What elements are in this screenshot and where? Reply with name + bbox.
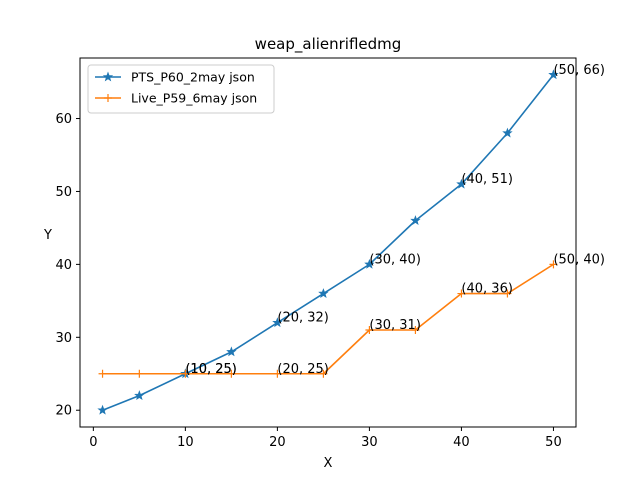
data-point xyxy=(502,127,513,138)
x-tick-label: 10 xyxy=(177,435,194,450)
x-axis-label: X xyxy=(324,456,333,471)
data-point xyxy=(226,346,237,357)
data-point xyxy=(456,178,467,189)
data-point xyxy=(503,289,512,298)
y-tick-label: 40 xyxy=(55,258,72,273)
data-point xyxy=(364,258,375,269)
data-point xyxy=(134,390,145,401)
series-2 xyxy=(98,260,558,378)
chart-title: weap_alienrifledmg xyxy=(255,35,402,54)
legend-label: PTS_P60_2may json xyxy=(131,70,255,85)
data-label: (50, 40) xyxy=(553,252,605,267)
data-point xyxy=(318,288,329,298)
data-point xyxy=(97,404,108,415)
data-label: (30, 40) xyxy=(369,252,421,267)
legend-marker xyxy=(102,71,114,82)
y-axis-label: Y xyxy=(43,228,52,243)
plot-area: 0 10 20 30 40 50 20 30 40 50 60 (10, 25) (20, 32) (30… xyxy=(55,57,605,450)
y-tick-label: 20 xyxy=(55,404,72,419)
data-point xyxy=(319,369,328,378)
data-label: (40, 36) xyxy=(461,282,512,297)
data-point xyxy=(135,369,144,378)
x-tick-label: 40 xyxy=(453,435,470,450)
data-point xyxy=(181,369,190,378)
legend: PTS_P60_2may json Live_P59_6may json xyxy=(87,64,275,114)
x-tick-label: 50 xyxy=(545,435,562,450)
series-1 xyxy=(97,69,559,415)
legend-label: Live_P59_6may json xyxy=(131,91,257,106)
data-label: (30, 31) xyxy=(369,318,421,333)
data-label: (10, 25) xyxy=(185,362,237,377)
y-tick-label: 60 xyxy=(55,112,72,127)
data-point xyxy=(548,69,559,80)
data-label: (50, 66) xyxy=(553,63,605,78)
data-point xyxy=(273,369,282,378)
data-label: (20, 32) xyxy=(277,311,329,326)
data-label: (40, 51) xyxy=(461,172,512,187)
legend-box xyxy=(87,64,275,114)
x-tick-label: 20 xyxy=(269,435,286,450)
x-tick-label: 0 xyxy=(89,435,97,450)
legend-item: PTS_P60_2may json xyxy=(95,70,255,85)
y-tick-label: 50 xyxy=(55,185,72,200)
data-point xyxy=(227,369,236,378)
data-point xyxy=(457,289,466,298)
y-tick-label: 30 xyxy=(55,331,72,346)
x-tick-label: 30 xyxy=(361,435,378,450)
legend-marker xyxy=(104,94,112,102)
data-point xyxy=(272,317,283,328)
data-point xyxy=(549,260,558,269)
data-label: (20, 25) xyxy=(277,362,329,377)
data-point xyxy=(411,326,420,335)
data-point xyxy=(365,326,374,335)
data-label: (10, 25) xyxy=(185,362,237,377)
legend-item: Live_P59_6may json xyxy=(95,91,257,106)
data-point xyxy=(98,369,107,378)
data-point xyxy=(410,215,421,226)
axes-frame xyxy=(79,57,577,428)
